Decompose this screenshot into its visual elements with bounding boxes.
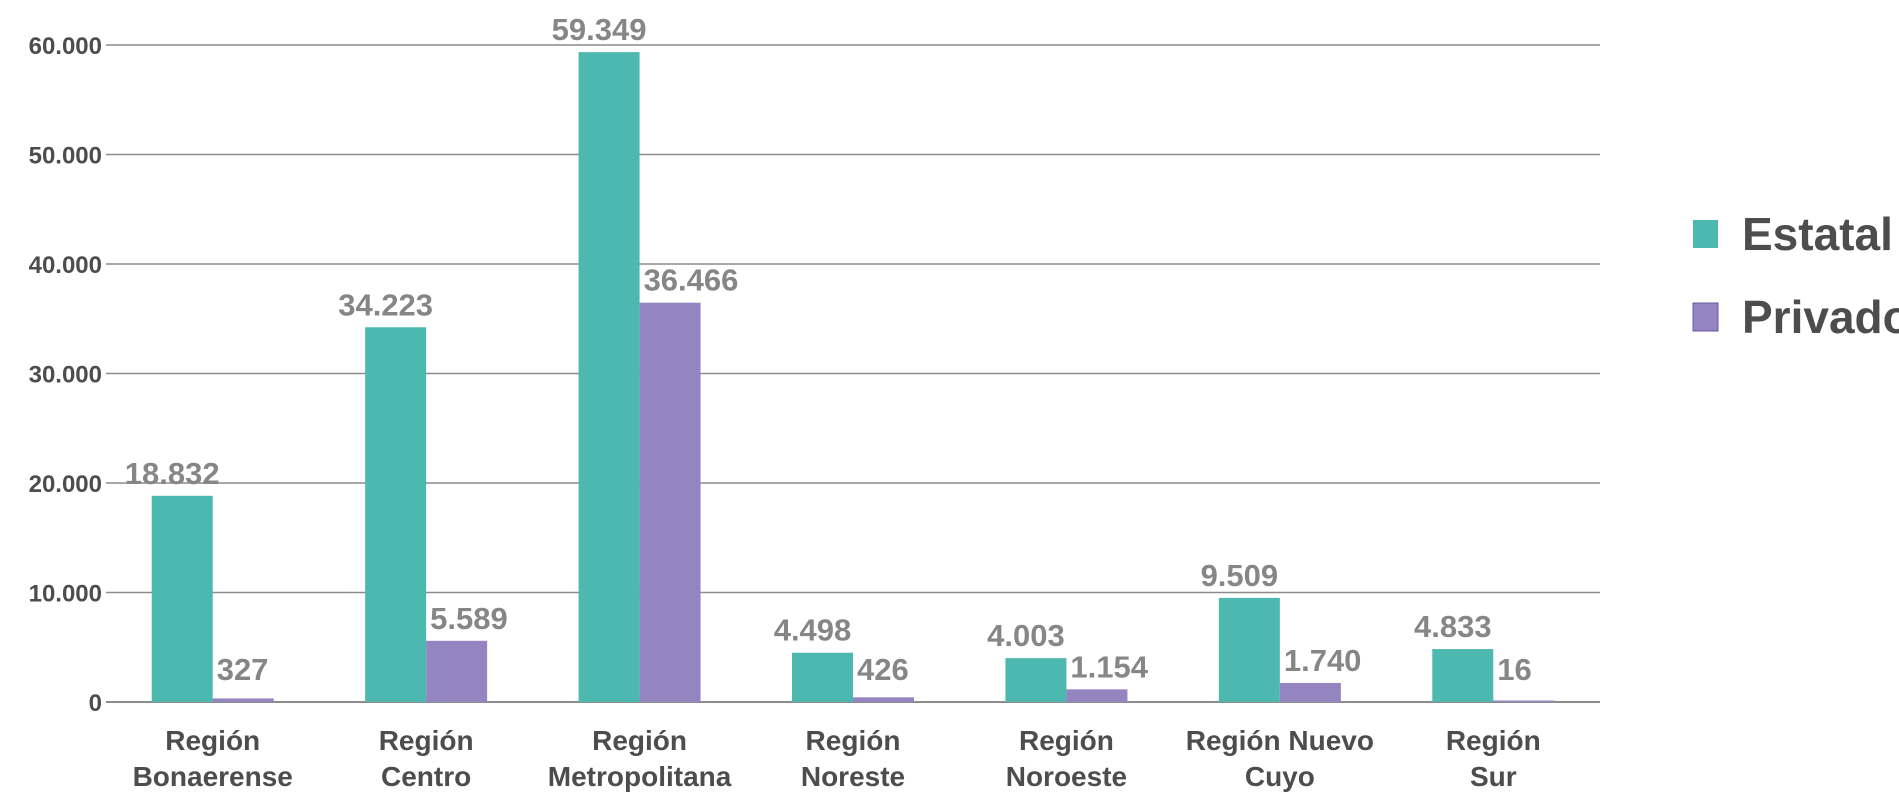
- legend-swatch-estatal: [1693, 220, 1718, 248]
- data-label: 327: [217, 652, 269, 687]
- y-tick-label: 50.000: [29, 143, 102, 170]
- x-tick-label: Región: [1446, 725, 1541, 756]
- bar-estatal: [1219, 598, 1280, 702]
- data-label: 4.833: [1414, 609, 1492, 644]
- bar-estatal: [1005, 658, 1066, 702]
- data-label: 59.349: [552, 12, 647, 47]
- data-labels: 18.832 327 34.223 5.589 59.349 36.466 4.498426…: [125, 12, 1532, 687]
- bar-privado: [1280, 683, 1341, 702]
- y-tick-label: 0: [89, 690, 102, 717]
- x-tick-label: Sur: [1470, 761, 1517, 792]
- x-tick-label: Centro: [381, 761, 471, 792]
- x-tick-label: Región: [592, 725, 687, 756]
- data-label: 4.498: [774, 613, 852, 648]
- x-tick-label: Noreste: [801, 761, 905, 792]
- data-label: 1.154: [1070, 649, 1148, 684]
- legend-swatch-privado: [1693, 303, 1718, 331]
- bar-estatal: [579, 52, 640, 702]
- data-label: 36.466: [644, 263, 739, 298]
- data-label: 426: [857, 652, 909, 687]
- bar-estatal: [1432, 649, 1493, 702]
- y-axis-ticks: 0 10.000 20.000 30.000 40.000 50.000 60.000: [29, 33, 102, 717]
- x-tick-label: Metropolitana: [548, 761, 732, 792]
- legend: Estatal Privado: [1693, 208, 1899, 343]
- y-tick-label: 10.000: [29, 581, 102, 608]
- y-tick-label: 40.000: [29, 252, 102, 279]
- bar-privado: [853, 697, 914, 702]
- x-tick-label: Noroeste: [1006, 761, 1127, 792]
- bar-privado: [1066, 689, 1127, 702]
- bar-privado: [640, 303, 701, 702]
- bar-privado: [1493, 701, 1554, 703]
- x-tick-label: Región: [165, 725, 260, 756]
- data-label: 18.832: [125, 456, 220, 491]
- x-tick-label: Bonaerense: [133, 761, 293, 792]
- data-label: 9.509: [1201, 558, 1279, 593]
- y-tick-label: 20.000: [29, 471, 102, 498]
- data-label: 16: [1497, 652, 1531, 687]
- legend-label-privado: Privado: [1742, 291, 1899, 343]
- x-axis-ticks: Región Bonaerense Región Centro Región Metrop…: [133, 725, 1541, 792]
- bar-estatal: [152, 496, 213, 702]
- x-tick-label: Región: [379, 725, 474, 756]
- data-label: 5.589: [430, 601, 508, 636]
- bar-privado: [213, 698, 274, 702]
- legend-label-estatal: Estatal: [1742, 208, 1893, 260]
- data-label: 4.003: [987, 618, 1065, 653]
- x-tick-label: Región: [806, 725, 901, 756]
- x-tick-label: Región Nuevo: [1186, 725, 1374, 756]
- bar-estatal: [792, 653, 853, 702]
- x-tick-label: Cuyo: [1245, 761, 1315, 792]
- data-label: 1.740: [1284, 643, 1362, 678]
- x-tick-label: Región: [1019, 725, 1114, 756]
- y-tick-label: 60.000: [29, 33, 102, 60]
- gridlines: [106, 45, 1600, 702]
- y-tick-label: 30.000: [29, 362, 102, 389]
- bar-estatal: [365, 327, 426, 702]
- bars: [152, 52, 1555, 702]
- bar-privado: [426, 641, 487, 702]
- data-label: 34.223: [338, 287, 433, 322]
